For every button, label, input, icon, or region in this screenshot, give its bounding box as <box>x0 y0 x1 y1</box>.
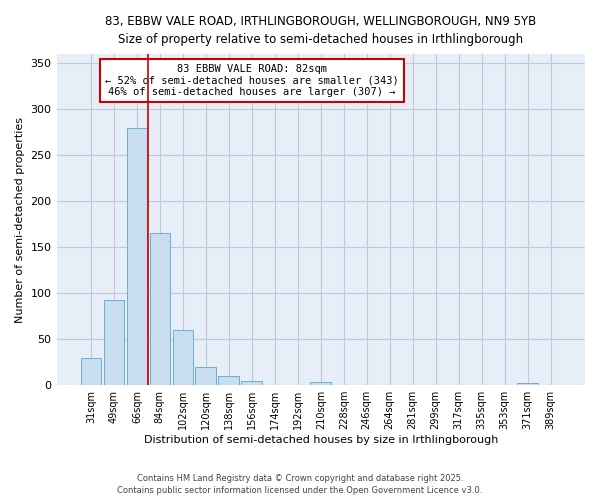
X-axis label: Distribution of semi-detached houses by size in Irthlingborough: Distribution of semi-detached houses by … <box>143 435 498 445</box>
Bar <box>241 380 262 385</box>
Bar <box>149 234 170 385</box>
Bar <box>218 376 239 385</box>
Text: Contains HM Land Registry data © Crown copyright and database right 2025.
Contai: Contains HM Land Registry data © Crown c… <box>118 474 482 495</box>
Bar <box>80 358 101 385</box>
Bar <box>196 367 216 385</box>
Y-axis label: Number of semi-detached properties: Number of semi-detached properties <box>15 116 25 322</box>
Title: 83, EBBW VALE ROAD, IRTHLINGBOROUGH, WELLINGBOROUGH, NN9 5YB
Size of property re: 83, EBBW VALE ROAD, IRTHLINGBOROUGH, WEL… <box>105 15 536 46</box>
Bar <box>517 384 538 385</box>
Bar <box>310 382 331 385</box>
Bar <box>127 128 147 385</box>
Bar <box>173 330 193 385</box>
Bar <box>104 300 124 385</box>
Text: 83 EBBW VALE ROAD: 82sqm
← 52% of semi-detached houses are smaller (343)
46% of : 83 EBBW VALE ROAD: 82sqm ← 52% of semi-d… <box>105 64 399 97</box>
